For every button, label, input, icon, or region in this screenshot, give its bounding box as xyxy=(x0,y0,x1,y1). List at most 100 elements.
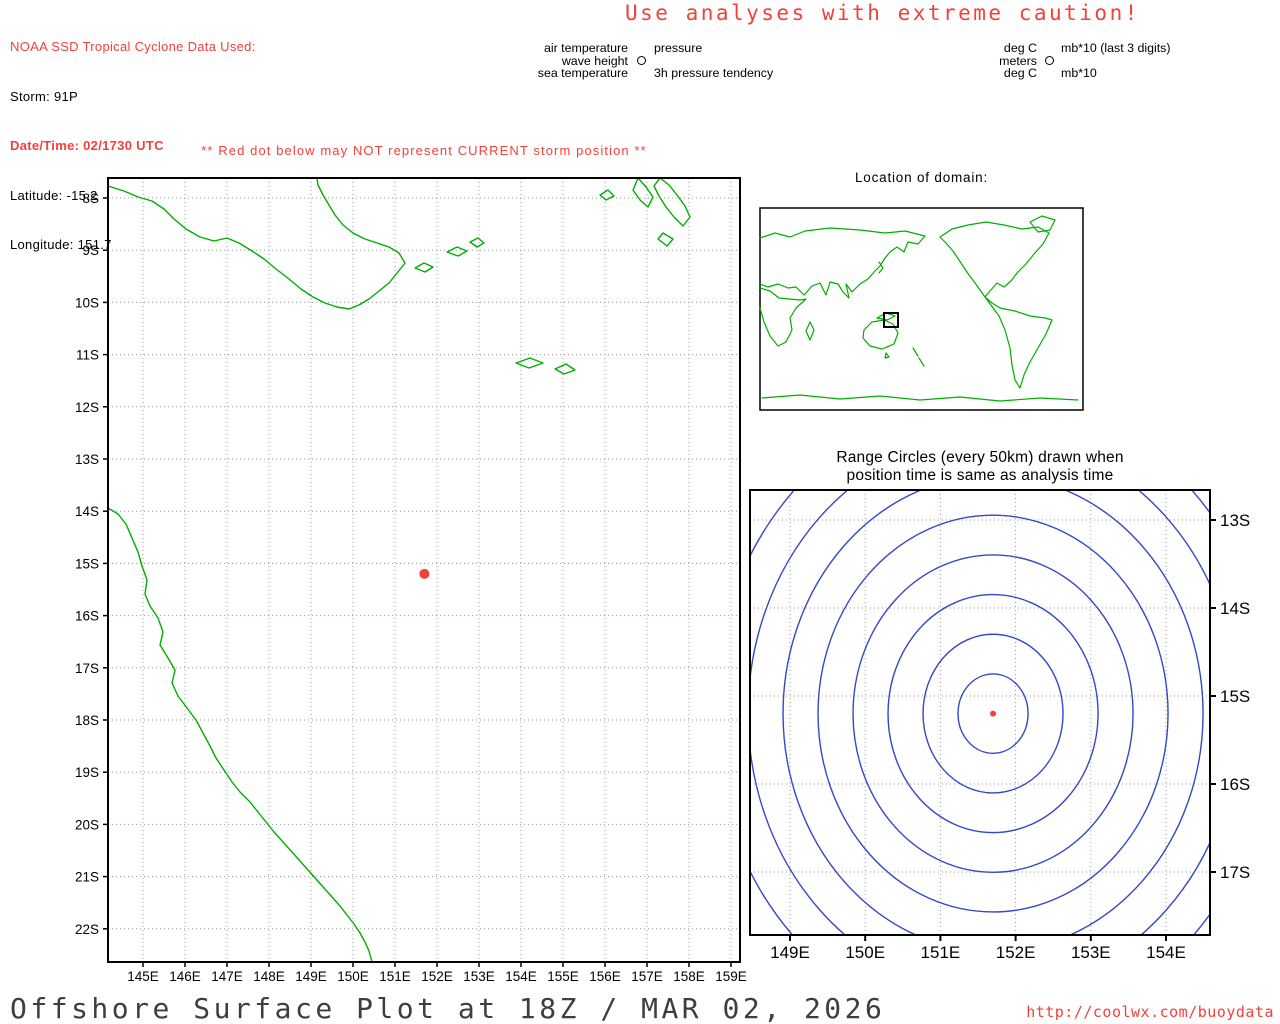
units-degc-label: deg C xyxy=(1003,41,1037,55)
lon-tick-label: 150E xyxy=(845,943,885,962)
island-coastline xyxy=(515,357,544,369)
lat-tick-label: 16S xyxy=(1220,775,1250,794)
lon-tick-label: 146E xyxy=(169,969,201,984)
range-circle xyxy=(678,357,1280,1024)
main-map-frame xyxy=(107,177,741,963)
range-circle xyxy=(782,490,1204,935)
lat-tick-label: 8S xyxy=(82,191,99,206)
range-circle xyxy=(643,317,1280,1024)
lon-tick-label: 154E xyxy=(505,969,537,984)
greenland-coastline xyxy=(1029,215,1056,233)
legend-sea-temperature-label: sea temperature xyxy=(537,66,628,81)
lon-tick-label: 155E xyxy=(547,969,579,984)
japan-coastline xyxy=(878,261,884,274)
lon-tick-label: 147E xyxy=(211,969,243,984)
caution-banner: Use analyses with extreme caution! xyxy=(625,1,1140,25)
lat-tick-label: 20S xyxy=(75,817,99,832)
domain-extent-marker xyxy=(883,312,899,328)
legend-pressure-label: pressure xyxy=(654,41,703,55)
plot-title: Offshore Surface Plot at 18Z / MAR 02, 2… xyxy=(10,992,886,1024)
range-circle xyxy=(817,514,1169,913)
island-coastline xyxy=(554,363,576,375)
lat-tick-label: 21S xyxy=(75,870,99,885)
lon-tick-label: 151E xyxy=(379,969,411,984)
lat-tick-label: 17S xyxy=(75,661,99,676)
legend-circle-cell xyxy=(628,55,654,68)
lon-tick-label: 145E xyxy=(127,969,159,984)
north-america-coastline xyxy=(939,221,1050,298)
legend-wave-height-label: wave height xyxy=(561,53,628,68)
lon-tick-label: 149E xyxy=(770,943,810,962)
units-mb10-label: mb*10 xyxy=(1061,66,1097,81)
lat-tick-label: 10S xyxy=(75,295,99,310)
lon-tick-label: 158E xyxy=(673,969,705,984)
tasmania-coastline xyxy=(884,352,890,359)
range-circles-plot: 149E 150E 151E 152E 153E 154E 13S 14S 15S 16S 17S xyxy=(643,317,1280,1024)
range-circles-title-line1: Range Circles (every 50km) drawn when xyxy=(836,449,1124,466)
units-meters-label: meters xyxy=(999,53,1037,68)
domain-locator-map xyxy=(759,207,1084,411)
lon-tick-label: 150E xyxy=(337,969,369,984)
madagascar-coastline xyxy=(805,321,815,341)
lat-tick-label: 22S xyxy=(75,922,99,937)
lat-tick-label: 12S xyxy=(75,400,99,415)
range-center-dot xyxy=(990,710,997,717)
legend-pressure-tendency-label: 3h pressure tendency xyxy=(654,66,774,81)
lon-tick-label: 153E xyxy=(463,969,495,984)
range-circle xyxy=(922,633,1064,794)
lon-tick-label: 156E xyxy=(589,969,621,984)
lat-tick-label: 19S xyxy=(75,765,99,780)
solomon-island-coastline xyxy=(657,232,674,247)
data-source-line: NOAA SSD Tropical Cyclone Data Used: xyxy=(10,39,256,54)
lon-tick-label: 152E xyxy=(421,969,453,984)
africa-coastline xyxy=(759,287,807,347)
lat-tick-label: 15S xyxy=(75,556,99,571)
island-coastline xyxy=(414,262,434,273)
solomon-island-coastline xyxy=(653,178,691,227)
domain-map-title: Location of domain: xyxy=(854,170,989,185)
station-circle-icon xyxy=(1044,56,1054,66)
datetime-line: Date/Time: 02/1730 UTC xyxy=(10,138,164,153)
range-circle xyxy=(887,593,1099,834)
queensland-coastline xyxy=(108,507,373,962)
units-circle-cell xyxy=(1037,55,1061,68)
storm-id-line: Storm: 91P xyxy=(10,88,79,104)
lon-tick-label: 154E xyxy=(1146,943,1186,962)
lat-tick-label: 14S xyxy=(1220,599,1250,618)
lat-tick-label: 16S xyxy=(75,609,99,624)
lon-tick-label: 151E xyxy=(921,943,961,962)
main-map-coastlines xyxy=(108,178,691,962)
longitude-line: Longitude: 151.7 xyxy=(10,237,112,252)
range-circles-title-line2: position time is same as analysis time xyxy=(846,467,1114,484)
island-coastline xyxy=(469,237,485,248)
new-guinea-coastline xyxy=(876,312,896,321)
lat-tick-label: 13S xyxy=(1220,511,1250,530)
range-plot-frame xyxy=(749,489,1211,936)
papua-new-guinea-coastline xyxy=(108,178,406,310)
island-coastline xyxy=(599,189,615,201)
lat-tick-label: 13S xyxy=(75,452,99,467)
island-coastline xyxy=(446,246,468,257)
storm-position-note: ** Red dot below may NOT represent CURRE… xyxy=(201,143,647,158)
south-america-coastline xyxy=(984,296,1053,389)
lat-tick-label: 9S xyxy=(82,243,99,258)
lat-tick-label: 18S xyxy=(75,713,99,728)
lon-tick-label: 149E xyxy=(295,969,327,984)
station-circle-icon xyxy=(636,56,646,66)
lat-tick-label: 17S xyxy=(1220,863,1250,882)
lon-tick-label: 157E xyxy=(631,969,663,984)
range-circles-title: Range Circles (every 50km) drawn when po… xyxy=(748,449,1212,485)
buoydata-link[interactable]: http://coolwx.com/buoydata xyxy=(1026,1003,1274,1021)
range-circles-group xyxy=(643,317,1280,1024)
domain-map-frame xyxy=(759,207,1084,411)
eurasia-coastline xyxy=(759,227,926,299)
antarctica-coastline xyxy=(761,394,1079,402)
range-circle xyxy=(957,673,1029,754)
lat-tick-label: 14S xyxy=(75,504,99,519)
new-zealand-coastline xyxy=(912,347,925,367)
latitude-line: Latitude: -15.2 xyxy=(10,187,98,203)
station-model-legend: air temperature pressure wave height sea… xyxy=(505,42,824,80)
lat-tick-label: 11S xyxy=(76,348,99,363)
range-circle xyxy=(852,554,1134,874)
range-plot-axis-ticks: 149E 150E 151E 152E 153E 154E 13S 14S 15S 16S 17S xyxy=(770,511,1250,962)
